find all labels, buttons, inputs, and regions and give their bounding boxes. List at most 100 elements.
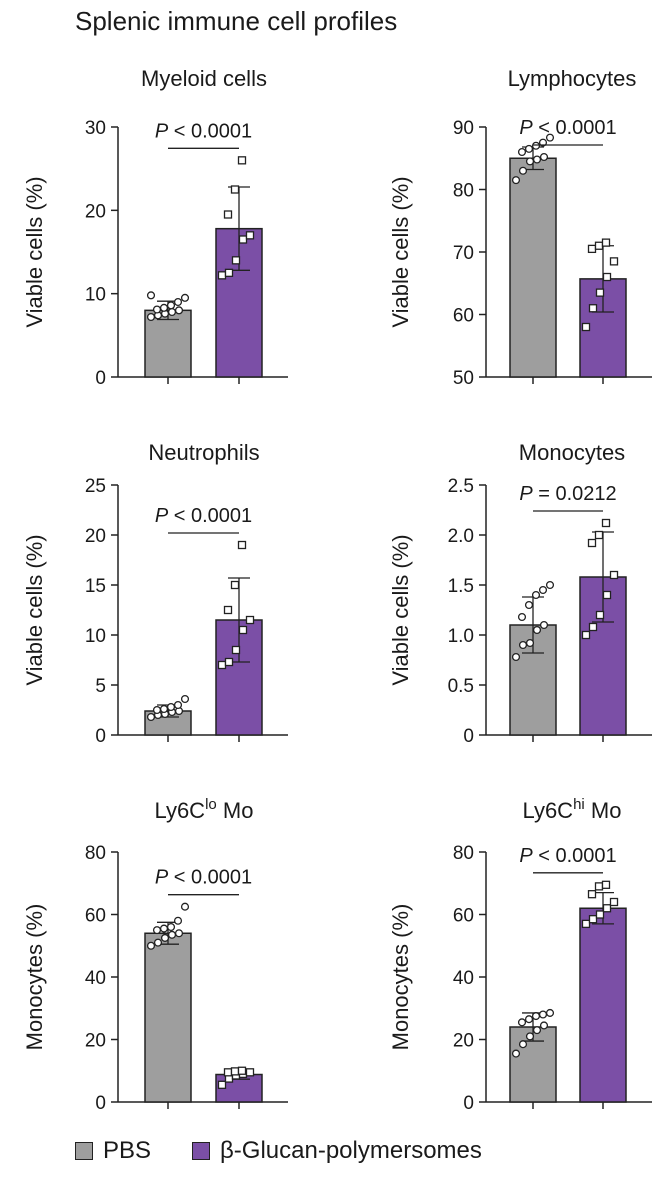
chart-lymphocytes: Lymphocytes Viable cells (%) 50 60 70 80 90 P <…: [388, 66, 652, 389]
data-point-pbs: [180, 694, 190, 704]
legend-label-pbs: PBS: [103, 1137, 152, 1164]
data-point-glucan: [581, 919, 591, 929]
data-point-glucan: [595, 910, 605, 919]
p-value-symbol: P: [519, 117, 533, 139]
y-tick-label: 60: [453, 906, 474, 927]
data-point-glucan: [601, 880, 611, 889]
p-value-label: P < 0.0001: [155, 505, 252, 527]
data-point-pbs: [173, 700, 183, 710]
data-point-pbs: [538, 585, 548, 595]
y-tick-label: 2.5: [448, 476, 474, 497]
data-point-glucan: [595, 288, 605, 297]
data-point-glucan: [587, 244, 597, 254]
data-point-pbs: [539, 620, 549, 630]
legend-pbs: PBS: [75, 1137, 151, 1165]
p-value-label: P = 0.0212: [519, 483, 616, 505]
y-tick-label: 40: [85, 968, 106, 989]
data-point-pbs: [525, 157, 535, 166]
chart-title-sup: lo: [205, 796, 217, 813]
data-point-glucan: [245, 231, 255, 240]
data-point-glucan: [587, 890, 597, 899]
y-axis-label: Viable cells (%): [388, 534, 413, 685]
legend-swatch-glucan: [192, 1142, 210, 1160]
data-point-glucan: [237, 156, 247, 165]
data-point-pbs: [531, 590, 541, 600]
data-point-pbs: [539, 152, 549, 162]
data-point-pbs: [539, 1021, 549, 1030]
data-point-glucan: [587, 538, 597, 548]
data-point-glucan: [594, 882, 604, 891]
y-tick-label: 60: [85, 906, 106, 927]
data-point-pbs: [517, 612, 527, 622]
data-point-pbs: [511, 1049, 521, 1058]
bar-pbs: [144, 309, 192, 378]
data-point-glucan: [245, 615, 255, 625]
data-point-glucan: [594, 530, 604, 540]
y-tick-label: 90: [453, 118, 474, 139]
data-point-pbs: [174, 306, 184, 315]
chart-myeloid: Myeloid cells Viable cells (%) 0 10 20 30 P < …: [22, 66, 288, 389]
y-tick-label: 5: [95, 676, 106, 697]
p-value-label: P < 0.0001: [519, 845, 616, 867]
chart-title-main: Monocytes: [519, 440, 625, 465]
data-point-pbs: [524, 1015, 534, 1024]
data-point-glucan: [602, 272, 612, 282]
data-point-pbs: [545, 580, 555, 590]
y-tick-label: 20: [85, 201, 106, 222]
chart-ly6clo: Ly6Clo Mo Monocytes (%) 0 20 40 60 80 P < 0.000…: [22, 796, 288, 1114]
data-point-pbs: [524, 600, 534, 610]
data-point-glucan: [217, 660, 227, 670]
data-point-pbs: [166, 922, 176, 932]
data-point-pbs: [166, 702, 176, 712]
data-point-pbs: [146, 712, 156, 722]
y-tick-label: 80: [453, 843, 474, 864]
data-point-glucan: [224, 268, 234, 277]
data-point-glucan: [223, 1068, 233, 1077]
data-point-glucan: [223, 210, 233, 219]
p-value-text: < 0.0001: [168, 505, 252, 527]
y-tick-label: 2.0: [448, 526, 474, 547]
data-point-pbs: [146, 941, 156, 950]
data-point-glucan: [602, 904, 612, 913]
y-tick-label: 0.5: [448, 676, 474, 697]
y-tick-label: 0: [95, 368, 106, 389]
data-point-pbs: [167, 307, 177, 317]
data-point-glucan: [588, 304, 598, 313]
chart-title-main: Ly6C: [523, 798, 574, 823]
bar-glucan: [579, 907, 627, 1103]
data-point-pbs: [160, 933, 170, 942]
y-tick-label: 15: [85, 576, 106, 597]
y-axis-label: Monocytes (%): [388, 904, 413, 1051]
legend-swatch-pbs: [75, 1142, 93, 1160]
y-tick-label: 20: [453, 1031, 474, 1052]
data-point-pbs: [532, 155, 542, 164]
data-point-pbs: [531, 1012, 541, 1021]
data-point-pbs: [180, 293, 190, 302]
data-point-glucan: [230, 185, 240, 194]
data-point-glucan: [238, 625, 248, 635]
legend-label-glucan: β-Glucan-polymersomes: [220, 1137, 482, 1164]
data-point-glucan: [602, 590, 612, 600]
chart-monocytes: Monocytes Viable cells (%) 0 0.5 1.0 1.5 2.0 2.…: [388, 440, 652, 747]
data-point-glucan: [223, 605, 233, 615]
data-point-pbs: [146, 312, 156, 322]
chart-title: Myeloid cells: [141, 66, 267, 91]
chart-neutrophils: Neutrophils Viable cells (%) 0 5 10 15 20 25 P <…: [22, 440, 288, 747]
y-axis-label: Viable cells (%): [22, 176, 47, 327]
data-point-pbs: [517, 1018, 527, 1027]
data-point-pbs: [159, 303, 169, 312]
bar-pbs: [144, 932, 192, 1103]
data-point-glucan: [609, 257, 619, 266]
chart-ly6chi: Ly6Chi Mo Monocytes (%) 0 20 40 60 80 P < 0.000…: [388, 796, 652, 1114]
data-point-pbs: [180, 902, 190, 911]
data-point-glucan: [588, 622, 598, 632]
p-value-label: P < 0.0001: [155, 120, 252, 142]
chart-title-main: Lymphocytes: [508, 66, 637, 91]
data-point-pbs: [524, 144, 534, 153]
data-point-pbs: [152, 926, 162, 935]
data-point-pbs: [173, 297, 183, 307]
p-value-text: < 0.0001: [168, 867, 252, 889]
data-point-glucan: [581, 322, 591, 332]
y-tick-label: 30: [85, 118, 106, 139]
